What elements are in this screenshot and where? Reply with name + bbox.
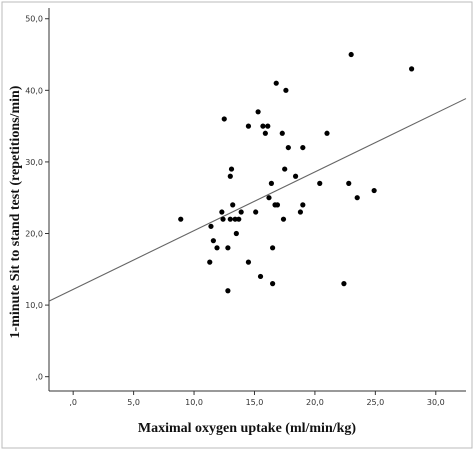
y-tick-label: 40,0 — [25, 86, 43, 95]
data-point — [228, 166, 235, 172]
data-point — [225, 288, 231, 294]
data-point — [238, 209, 244, 215]
data-point — [260, 123, 266, 129]
y-tick-label: 20,0 — [25, 230, 43, 239]
data-point — [233, 230, 239, 237]
data-point — [279, 130, 285, 136]
data-point — [348, 51, 354, 58]
data-point — [236, 216, 242, 222]
data-point — [317, 180, 323, 186]
data-point — [270, 245, 276, 251]
data-point — [274, 202, 281, 208]
data-point — [255, 109, 261, 115]
data-point — [225, 245, 231, 251]
data-point — [292, 173, 299, 179]
data-point — [354, 195, 360, 201]
plot-area: ,0 10,0 20,0 30,0 40,0 50,0 ,0 5,0 10,0 15,0 20,0 2… — [25, 8, 467, 407]
data-point — [409, 66, 415, 72]
data-point — [253, 209, 259, 215]
y-axis-title: 1-minute Sit to stand test (repetitions/… — [8, 85, 23, 338]
data-point — [210, 238, 216, 244]
x-tick-label: ,0 — [69, 398, 77, 407]
y-tick-label: 30,0 — [25, 158, 43, 167]
data-point — [227, 216, 233, 222]
x-tick-label: 5,0 — [127, 398, 140, 407]
x-tick-label: 25,0 — [366, 398, 384, 407]
data-point — [178, 216, 184, 222]
data-point — [341, 281, 347, 287]
x-tick-label: 20,0 — [306, 398, 324, 407]
x-tick-label: 10,0 — [185, 398, 203, 407]
data-point — [283, 87, 289, 93]
data-point — [268, 180, 274, 186]
data-point — [230, 202, 236, 208]
x-tick-label: 15,0 — [246, 398, 264, 407]
data-point — [273, 80, 279, 86]
data-point — [266, 195, 272, 201]
data-point — [324, 130, 330, 136]
x-axis-title: Maximal oxygen uptake (ml/min/kg) — [138, 421, 357, 436]
data-point — [207, 259, 213, 265]
data-point — [285, 144, 291, 151]
y-tick-label: 10,0 — [25, 301, 43, 310]
data-point — [232, 216, 238, 222]
data-point — [208, 223, 214, 229]
data-point — [227, 173, 233, 179]
data-point — [221, 116, 227, 122]
data-point — [371, 187, 377, 194]
data-point — [346, 180, 352, 186]
data-point — [280, 216, 287, 222]
data-point — [300, 144, 306, 151]
data-point — [282, 166, 288, 172]
data-point — [262, 130, 268, 136]
data-point — [265, 123, 271, 129]
data-point — [300, 202, 306, 208]
data-point — [214, 245, 220, 251]
x-tick-label: 30,0 — [427, 398, 445, 407]
y-tick-label: ,0 — [35, 373, 43, 382]
regression-line — [48, 98, 467, 302]
data-point — [270, 281, 276, 287]
y-tick-label: 50,0 — [25, 15, 43, 24]
data-point — [220, 216, 226, 222]
data-point — [219, 209, 225, 215]
data-point — [257, 273, 264, 280]
data-point — [245, 123, 252, 129]
data-point — [245, 259, 252, 265]
data-point — [297, 209, 304, 215]
